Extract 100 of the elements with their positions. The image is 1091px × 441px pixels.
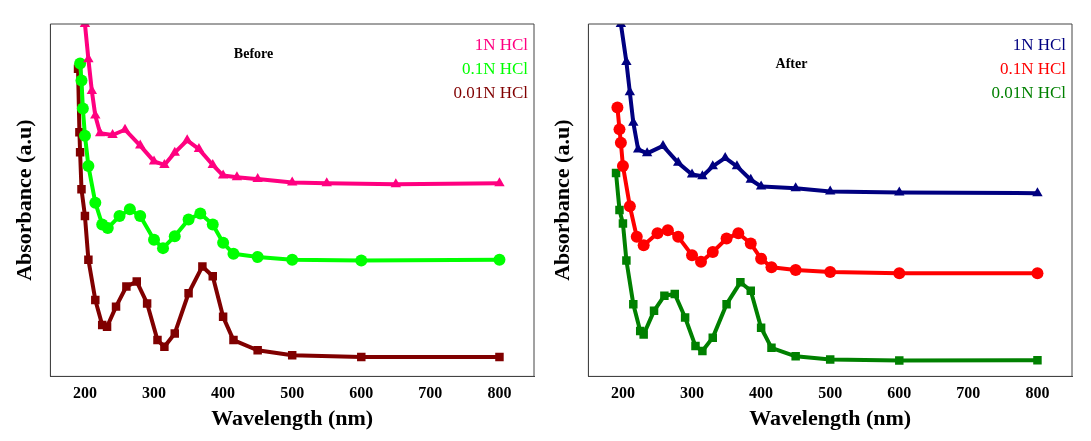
point <box>229 335 238 345</box>
point <box>623 200 636 213</box>
point <box>287 176 298 186</box>
point <box>791 352 800 361</box>
text: 1N HCl <box>1012 35 1067 55</box>
point <box>160 342 169 352</box>
point <box>731 160 743 170</box>
point <box>286 253 299 266</box>
point <box>252 173 263 183</box>
point <box>206 218 219 231</box>
x-tick-label: 600 <box>887 384 912 402</box>
point <box>686 168 698 178</box>
point <box>148 233 161 246</box>
x-tick-label: 800 <box>487 384 512 402</box>
point <box>722 299 731 309</box>
x-tick-label: 200 <box>610 384 635 402</box>
point <box>169 146 180 156</box>
point <box>680 313 690 322</box>
point <box>123 203 136 216</box>
point <box>84 255 93 264</box>
point <box>251 250 264 263</box>
text: 0.01N HCl <box>453 83 529 103</box>
point <box>618 219 628 228</box>
point <box>825 185 836 195</box>
x-tick-label: 500 <box>280 384 305 402</box>
point <box>698 346 707 356</box>
point <box>122 282 131 291</box>
x-axis-title: Wavelength (nm) <box>211 405 374 431</box>
point <box>101 222 114 235</box>
point <box>706 246 719 258</box>
point <box>1031 267 1044 280</box>
point <box>630 230 643 243</box>
point <box>686 249 699 262</box>
point <box>227 247 240 260</box>
point <box>641 147 653 157</box>
point <box>82 160 95 173</box>
point <box>135 139 146 149</box>
point <box>168 230 181 243</box>
point <box>660 291 669 300</box>
point <box>194 207 207 220</box>
point <box>494 177 505 187</box>
point <box>77 185 86 194</box>
point <box>720 232 733 245</box>
point <box>159 158 170 168</box>
text: Before <box>233 45 274 61</box>
point <box>708 333 717 342</box>
point <box>94 127 106 137</box>
x-tick-label: 400 <box>211 384 236 402</box>
text: 0.1N HCl <box>999 59 1067 79</box>
point <box>153 335 162 345</box>
point <box>895 356 904 365</box>
point <box>765 261 778 274</box>
x-tick-label: 700 <box>418 384 443 402</box>
point <box>493 253 506 266</box>
point <box>695 255 708 268</box>
point <box>113 210 126 223</box>
point <box>615 205 624 215</box>
x-tick-label: 300 <box>680 384 705 402</box>
x-axis-title: Wavelength (nm) <box>749 405 912 431</box>
point <box>661 224 674 237</box>
x-tick-label: 400 <box>749 384 774 402</box>
point <box>217 169 229 179</box>
point <box>182 213 195 226</box>
point <box>736 278 745 287</box>
text: 1N HCl <box>474 35 529 55</box>
point <box>75 148 85 157</box>
text: 0.1N HCl <box>461 59 529 79</box>
point <box>767 343 776 353</box>
point <box>616 160 629 173</box>
point <box>495 352 504 362</box>
point <box>78 129 91 142</box>
point <box>111 302 121 311</box>
point <box>207 158 218 168</box>
point <box>74 57 87 70</box>
point <box>208 272 217 281</box>
point <box>613 123 626 136</box>
point <box>614 136 627 149</box>
point <box>75 74 88 87</box>
text: 0.01N HCl <box>991 83 1067 103</box>
point <box>732 227 745 240</box>
point <box>91 295 100 305</box>
point <box>755 252 768 265</box>
point <box>629 299 638 309</box>
point <box>184 288 193 298</box>
point <box>76 102 89 115</box>
x-tick-label: 200 <box>72 384 97 402</box>
point <box>253 346 262 355</box>
point <box>107 129 118 139</box>
point <box>355 254 368 267</box>
point <box>744 237 757 250</box>
point <box>651 227 664 240</box>
point <box>637 239 650 252</box>
point <box>134 210 147 223</box>
point <box>672 230 685 243</box>
point <box>102 322 112 331</box>
x-tick-label: 300 <box>142 384 167 402</box>
x-tick-label: 800 <box>1025 384 1050 402</box>
point <box>132 277 141 286</box>
y-axis-title: Absorbance (a.u) <box>548 119 574 281</box>
point <box>170 329 179 338</box>
